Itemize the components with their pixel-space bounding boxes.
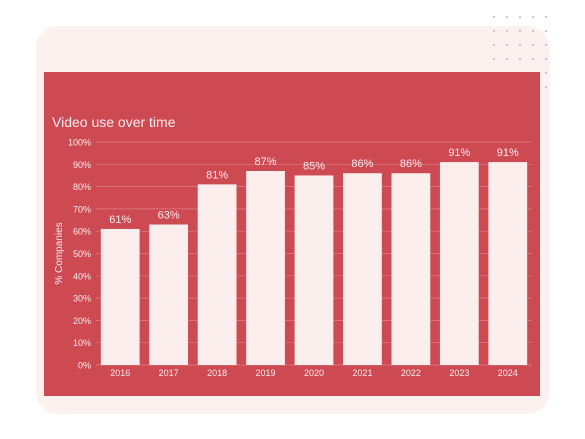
decoration-dot (544, 29, 548, 33)
y-axis-label: % Companies (54, 222, 65, 284)
decoration-dot (492, 43, 496, 47)
data-label: 81% (206, 169, 228, 181)
decoration-dot (544, 71, 548, 75)
y-tick-label: 80% (73, 182, 91, 192)
x-axis-ticks: 2016 2017 2018 2019 2020 2021 2022 2023 2024 (110, 368, 518, 378)
y-tick-label: 0% (78, 361, 91, 371)
y-tick-label: 10% (73, 338, 91, 348)
data-label: 91% (448, 147, 470, 159)
decoration-dot (492, 57, 496, 61)
x-tick-label: 2017 (159, 368, 179, 378)
decoration-dot (518, 57, 522, 61)
y-tick-label: 30% (73, 294, 91, 304)
decoration-dot (544, 43, 548, 47)
x-tick-label: 2023 (449, 368, 469, 378)
bar-2019 (246, 170, 285, 365)
bar-2017 (149, 224, 189, 365)
y-tick-label: 70% (73, 204, 91, 214)
decoration-dot (531, 57, 535, 61)
y-tick-label: 90% (73, 160, 91, 170)
decoration-dot (544, 57, 548, 61)
bar-2024 (488, 162, 528, 365)
x-tick-label: 2022 (401, 368, 421, 378)
bar-2018 (197, 184, 237, 365)
y-tick-label: 50% (73, 249, 91, 259)
data-label: 91% (497, 147, 519, 159)
x-tick-label: 2021 (352, 368, 372, 378)
decoration-dot (531, 43, 535, 47)
x-tick-label: 2016 (110, 368, 130, 378)
decoration-dot (492, 29, 496, 33)
decoration-dot (505, 43, 509, 47)
decoration-dot (505, 29, 509, 33)
chart-panel: Video use over time 61% 63% 81% 87% 85% 86% 86… (44, 72, 540, 396)
bar-chart: 61% 63% 81% 87% 85% 86% 86% 91% 91% 0% 10% 20% 30% 4… (54, 138, 532, 378)
bar-2021 (343, 173, 382, 365)
decoration-dot (544, 15, 548, 19)
decoration-dot (505, 15, 509, 19)
y-axis-ticks: 0% 10% 20% 30% 40% 50% 60% 70% 80% 90% 100% (68, 138, 91, 371)
y-tick-label: 20% (73, 316, 91, 326)
decoration-dot (531, 15, 535, 19)
decoration-dot (518, 15, 522, 19)
x-tick-label: 2018 (207, 368, 227, 378)
decoration-dot (505, 57, 509, 61)
y-tick-label: 40% (73, 271, 91, 281)
bar-2022 (391, 173, 431, 365)
chart-title: Video use over time (52, 114, 176, 130)
data-label: 85% (303, 160, 325, 172)
data-label: 61% (109, 214, 131, 226)
decoration-dot (518, 43, 522, 47)
bar-2016 (100, 228, 140, 365)
data-labels: 61% 63% 81% 87% 85% 86% 86% 91% 91% (109, 147, 519, 226)
y-tick-label: 60% (73, 227, 91, 237)
data-label: 63% (158, 210, 180, 222)
data-label: 86% (351, 158, 373, 170)
y-tick-label: 100% (68, 138, 91, 148)
x-tick-label: 2020 (304, 368, 324, 378)
data-label: 86% (400, 158, 422, 170)
decoration-dot (518, 29, 522, 33)
decoration-dot (544, 85, 548, 89)
bars (100, 162, 528, 365)
bar-2023 (439, 162, 479, 365)
decoration-dot (531, 29, 535, 33)
decoration-dot (492, 15, 496, 19)
x-tick-label: 2024 (498, 368, 518, 378)
x-tick-label: 2019 (256, 368, 276, 378)
bar-2020 (294, 175, 334, 365)
data-label: 87% (255, 156, 277, 168)
